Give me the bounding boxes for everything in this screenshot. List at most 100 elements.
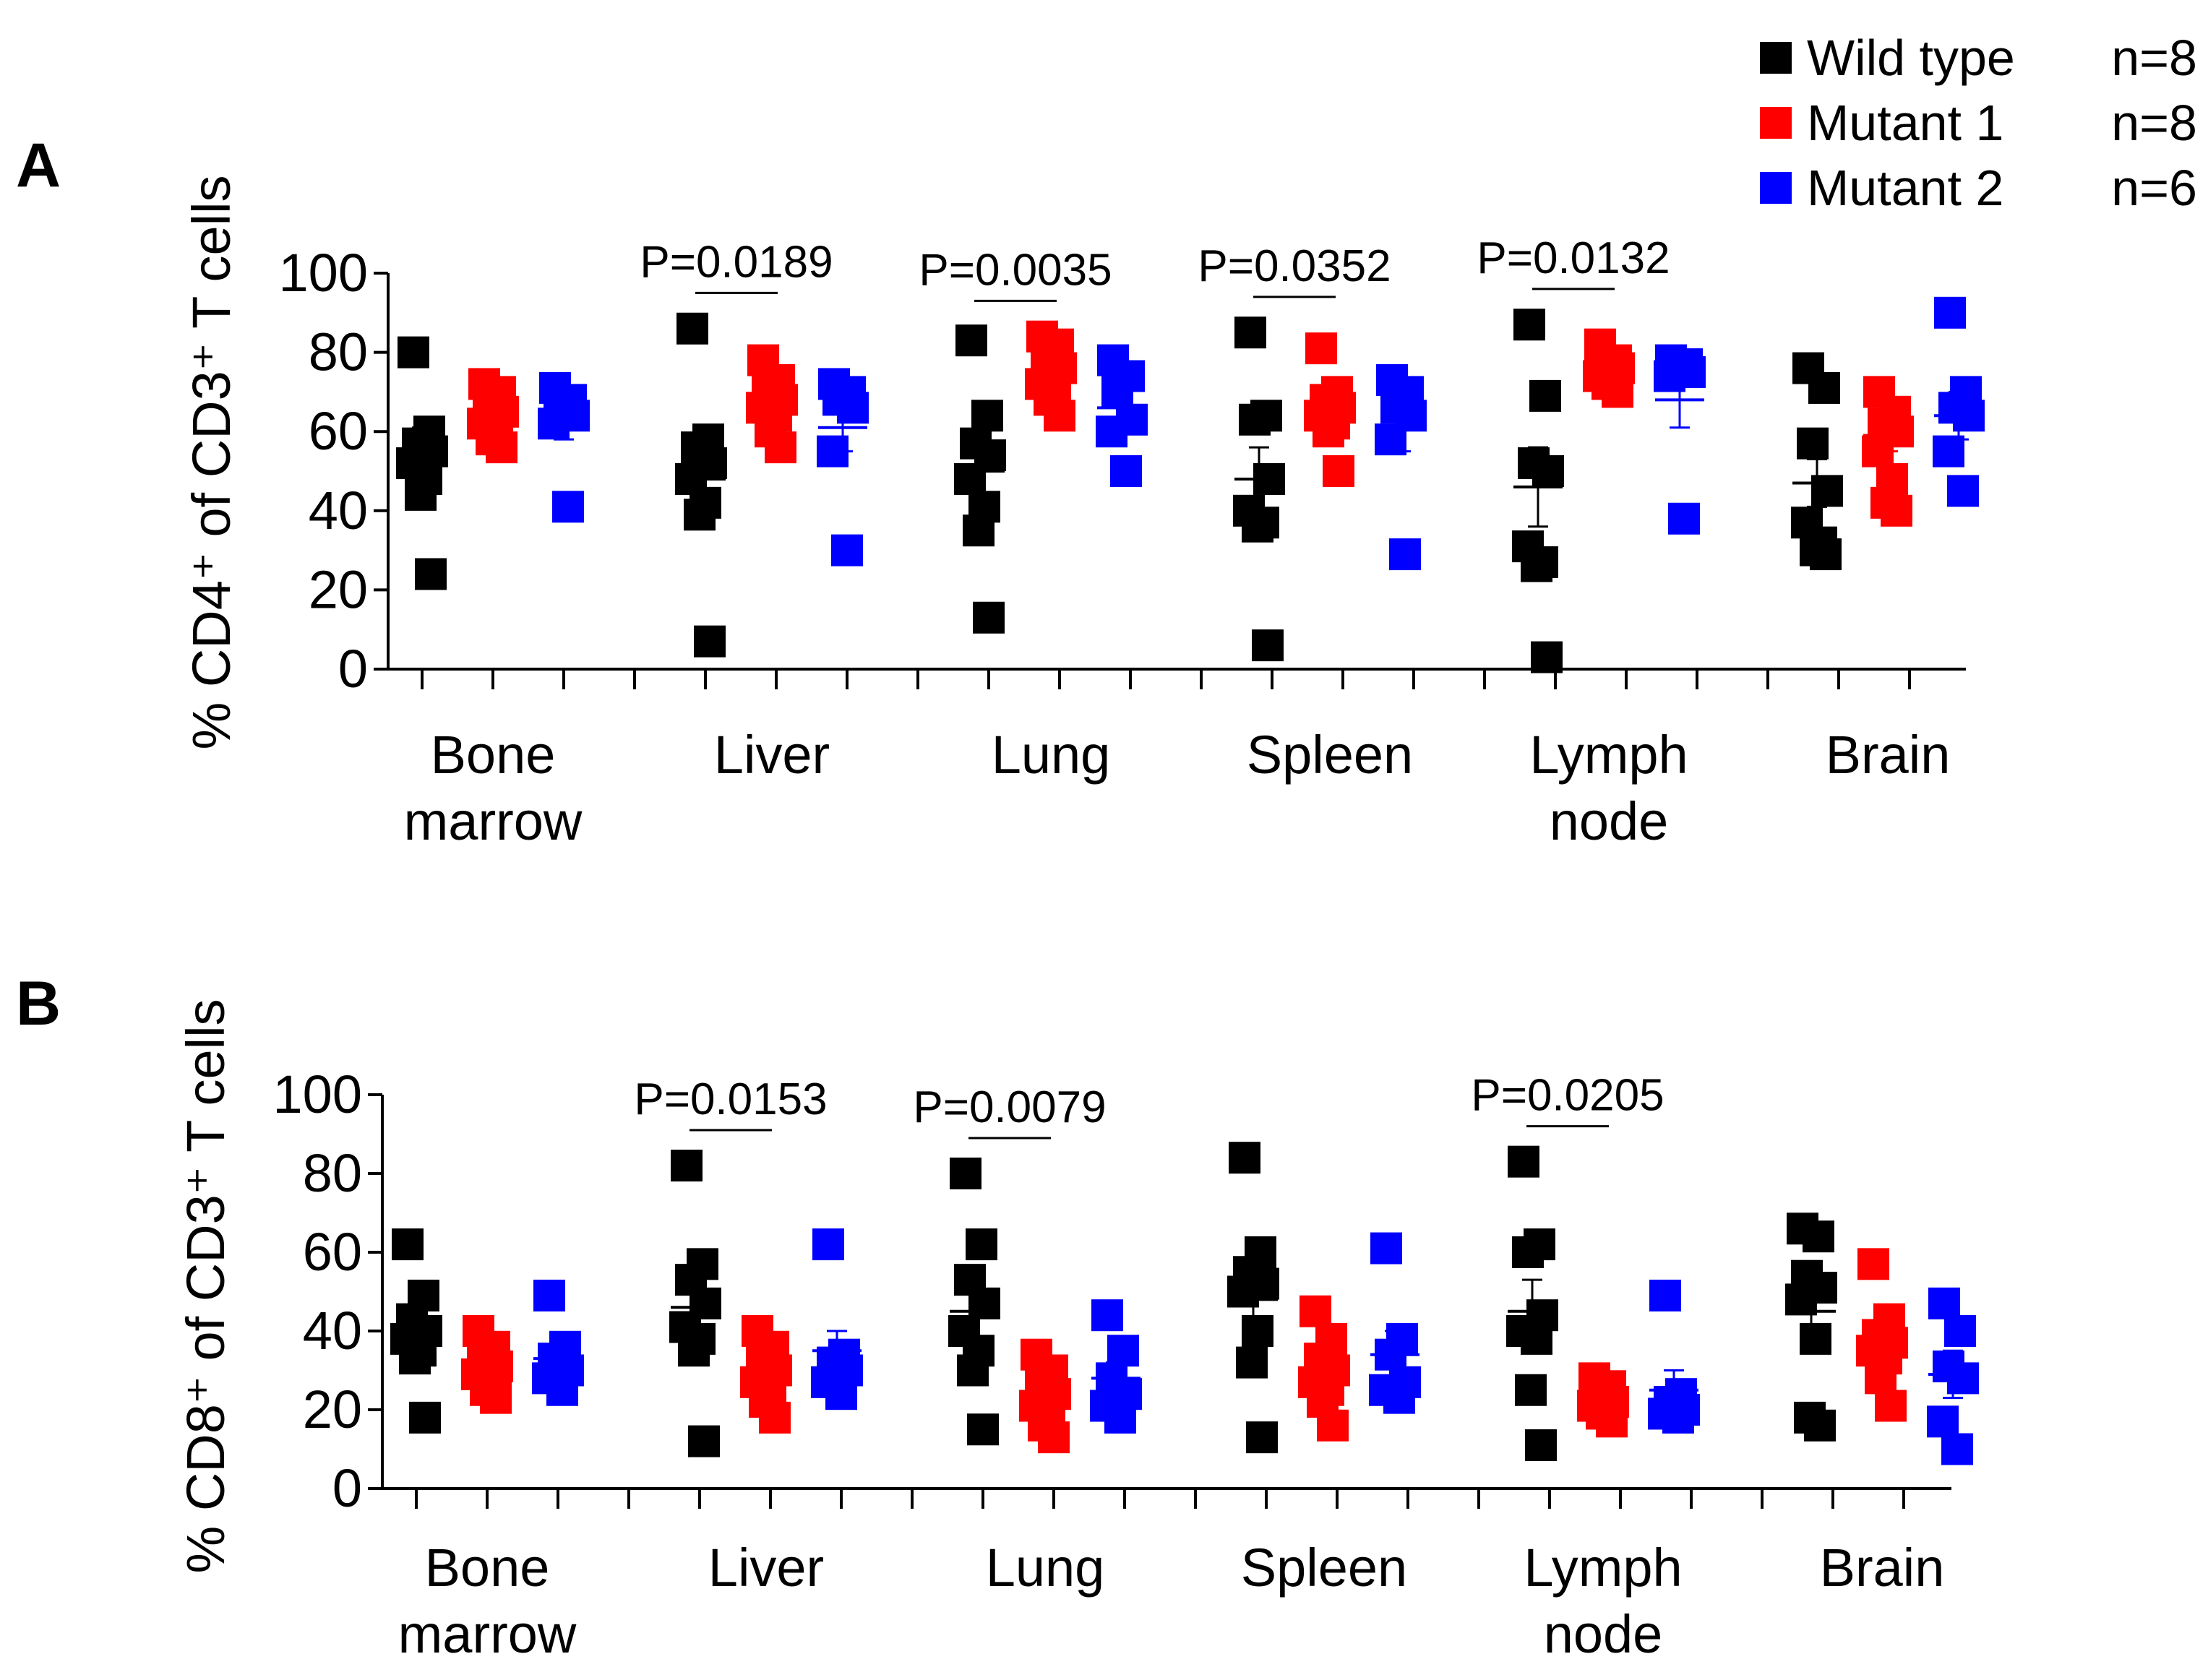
p-value-label: P=0.0153 — [634, 1074, 827, 1124]
p-value-label: P=0.0079 — [913, 1082, 1106, 1132]
data-point — [825, 1378, 857, 1410]
data-point — [1803, 1220, 1834, 1253]
y-tick-label: 60 — [309, 401, 368, 461]
legend-n: n=8 — [2111, 95, 2197, 151]
data-point — [1865, 1362, 1896, 1395]
y-tick-label: 0 — [332, 1458, 362, 1518]
y-tick-label: 80 — [303, 1143, 362, 1203]
data-point — [1928, 1287, 1960, 1319]
data-point — [957, 1354, 989, 1387]
group-label: Lung — [986, 1538, 1105, 1598]
data-point — [1038, 1421, 1070, 1454]
y-tick-label: 80 — [309, 322, 368, 382]
data-point — [1804, 1409, 1836, 1442]
data-point — [967, 1413, 999, 1446]
data-point — [971, 400, 1003, 432]
data-point — [409, 1401, 441, 1434]
data-point — [1104, 1401, 1136, 1434]
data-point — [1512, 1236, 1544, 1268]
legend-n: n=6 — [2111, 160, 2197, 216]
data-point — [1933, 435, 1964, 468]
data-point — [1927, 1405, 1959, 1438]
data-point — [1881, 494, 1912, 527]
y-axis-label: % CD4⁺ of CD3⁺ T cells — [181, 175, 241, 749]
data-point — [1875, 1390, 1907, 1422]
data-point — [1857, 1248, 1889, 1280]
data-point — [1242, 510, 1273, 543]
group-label: Spleen — [1247, 725, 1413, 785]
data-point — [1091, 1299, 1123, 1332]
data-point — [398, 336, 429, 369]
data-point — [688, 1425, 720, 1457]
group-label: Bone — [431, 725, 556, 785]
data-point — [1662, 1401, 1694, 1434]
data-point — [486, 431, 517, 464]
data-point — [1941, 1433, 1973, 1465]
data-point — [1797, 427, 1829, 460]
panel-b: B 0 20 40 60 80 100 % CD8⁺ of CD3⁺ T cells Bone… — [16, 969, 1979, 1664]
y-tick-label: 100 — [279, 243, 368, 303]
data-point — [1383, 1382, 1415, 1414]
data-point — [399, 1343, 431, 1375]
data-point — [1944, 1315, 1976, 1347]
data-point — [1236, 1346, 1268, 1379]
data-point — [1596, 1405, 1628, 1438]
data-point — [1234, 316, 1266, 349]
y-tick-label: 60 — [303, 1222, 362, 1282]
group-label: marrow — [404, 791, 583, 851]
group-label: Liver — [714, 725, 830, 785]
data-point — [1521, 1322, 1552, 1355]
y-axis-label: % CD8⁺ of CD3⁺ T cells — [176, 999, 236, 1573]
data-point — [1229, 1142, 1260, 1174]
data-point — [480, 1382, 512, 1414]
y-tick-label: 40 — [303, 1301, 362, 1361]
y-tick-label: 100 — [273, 1064, 362, 1124]
data-point — [950, 1158, 981, 1189]
p-value-label: P=0.0205 — [1471, 1071, 1664, 1121]
data-point — [1323, 455, 1354, 487]
data-point — [1300, 1295, 1331, 1327]
data-point — [831, 534, 863, 567]
data-point — [759, 1401, 791, 1434]
y-tick-label: 20 — [303, 1379, 362, 1439]
data-point — [1529, 379, 1561, 412]
data-point — [546, 1374, 578, 1406]
data-point — [765, 431, 796, 464]
data-point — [671, 1150, 703, 1182]
data-point — [415, 558, 447, 590]
group-label: Bone — [425, 1538, 550, 1598]
group-label: node — [1550, 791, 1669, 851]
group-label: Lymph — [1529, 725, 1688, 785]
data-point — [533, 1279, 565, 1311]
data-point — [1521, 550, 1552, 582]
group-label: Brain — [1820, 1538, 1945, 1598]
legend-label: Wild type — [1807, 30, 2015, 86]
panel-b-letter: B — [16, 969, 61, 1038]
data-point — [1389, 538, 1421, 571]
group-label: Liver — [708, 1538, 824, 1598]
data-point — [1808, 371, 1840, 404]
data-point — [1810, 538, 1842, 571]
group-label: marrow — [398, 1604, 577, 1664]
data-point — [1531, 641, 1563, 673]
data-point — [1317, 1409, 1349, 1442]
group-label: node — [1544, 1604, 1663, 1664]
data-point — [1313, 415, 1344, 448]
p-value-label: P=0.0352 — [1198, 241, 1391, 291]
data-point — [676, 312, 708, 345]
legend-swatch — [1760, 42, 1792, 74]
data-point — [812, 1228, 844, 1261]
data-point — [1110, 455, 1142, 487]
data-point — [1508, 1145, 1539, 1178]
data-point — [392, 1228, 424, 1261]
data-point — [955, 324, 987, 357]
data-point — [1668, 502, 1700, 535]
legend-label: Mutant 2 — [1807, 160, 2003, 216]
legend-n: n=8 — [2111, 30, 2197, 86]
group-label: Brain — [1826, 725, 1951, 785]
legend: Wild type n=8 Mutant 1 n=8 Mutant 2 n=6 — [1760, 30, 2197, 216]
data-point — [552, 491, 584, 523]
data-point — [1947, 475, 1979, 507]
data-point — [405, 478, 437, 511]
p-value-label: P=0.0035 — [919, 245, 1112, 295]
